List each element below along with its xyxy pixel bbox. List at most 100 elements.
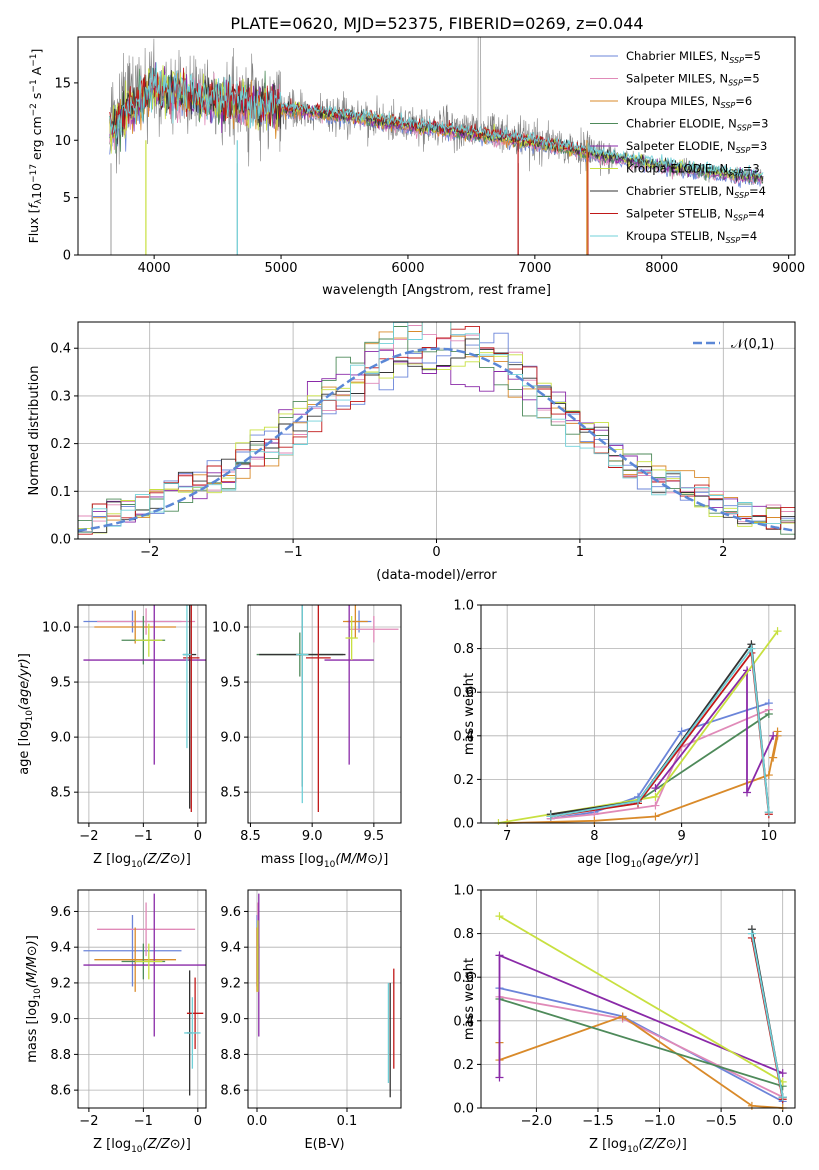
x-tick-label: 1	[576, 545, 584, 560]
weight-marker	[743, 788, 752, 797]
y-tick-label: 0.2	[50, 437, 71, 452]
x-tick-label: 4000	[138, 261, 171, 276]
x-tick-label: −2.0	[521, 1114, 553, 1129]
y-tick-label: 0.1	[50, 485, 71, 500]
x-axis-label: Z [log10(Z/Z⊙)]	[589, 1137, 687, 1155]
weight-marker	[769, 753, 778, 762]
y-tick-label: 8.8	[50, 1048, 71, 1063]
y-tick-label: 0.0	[50, 533, 71, 548]
x-tick-label: 5000	[264, 261, 297, 276]
panel-spectrum: 4000 5000 6000 7000 8000 9000 0 5 10 15 wavelength…	[26, 36, 805, 298]
y-axis-label: Normed distribution	[27, 366, 42, 496]
y-tick-label: 0.8	[453, 927, 474, 942]
y-tick-label: 0.4	[50, 342, 71, 357]
legend-label: Salpeter ELODIE, NSSP=3	[626, 139, 767, 155]
panel-weight_vs_Z: −2.0 −1.5 −1.0 −0.5 0.0 0.0 0.2 0.4 0.6 0.8 1.0 Z […	[453, 884, 796, 1155]
panel-age_vs_mass: 8.5 9.0 9.5 8.5 9.0 9.5 10.0 mass [log10(M/M⊙)]	[212, 604, 402, 870]
x-tick-label: 7	[503, 829, 511, 844]
errorbars	[256, 605, 399, 812]
axes-frame	[77, 321, 796, 540]
x-tick-label: 0	[432, 545, 440, 560]
x-tick-label: 0	[194, 829, 202, 844]
axes-frame	[247, 889, 402, 1109]
weight-marker	[677, 727, 686, 736]
figure-title: PLATE=0620, MJD=52375, FIBERID=0269, z=0…	[230, 14, 643, 33]
panel-mass_vs_EBV: 0.0 0.1 8.6 8.8 9.0 9.2 9.4 9.6 E(B-V)	[220, 889, 402, 1152]
legend-label: Kroupa ELODIE, NSSP=3	[626, 162, 760, 178]
legend-label: Chabrier MILES, NSSP=5	[626, 49, 761, 65]
weight-marker	[747, 644, 756, 653]
y-axis-label: mass weight	[462, 673, 477, 755]
y-tick-label: 1.0	[453, 599, 474, 614]
weight-marker	[773, 627, 782, 636]
x-axis-label: Z [log10(Z/Z⊙)]	[93, 852, 191, 870]
weight-marker	[747, 929, 756, 938]
x-tick-label: 8	[590, 829, 598, 844]
y-tick-label: 9.0	[220, 731, 241, 746]
y-tick-label: 0.6	[453, 971, 474, 986]
histograms	[78, 322, 795, 539]
legend-label: Kroupa STELIB, NSSP=4	[626, 229, 757, 245]
y-tick-label: 9.0	[50, 1012, 71, 1027]
weight-line-4	[498, 954, 784, 1078]
y-tick-label: 15	[54, 76, 71, 91]
x-axis-label: (data-model)/error	[376, 568, 497, 583]
y-tick-label: 0	[63, 249, 71, 264]
x-tick-label: −1	[134, 1114, 153, 1129]
panel-mass_vs_Z: −2 −1 0 8.6 8.8 9.0 9.2 9.4 9.6 Z [log10(Z/Z⊙)] ma…	[25, 889, 207, 1155]
x-tick-label: 8.5	[240, 829, 261, 844]
y-tick-label: 10.0	[212, 621, 241, 636]
panel-residuals: −2 −1 0 1 2 0.0 0.1 0.2 0.3 0.4 𝒩(0,1) (data-model)…	[27, 321, 796, 583]
y-tick-label: 0.2	[453, 773, 474, 788]
x-axis-label: E(B-V)	[304, 1137, 344, 1152]
x-tick-label: 8000	[645, 261, 678, 276]
weight-marker	[495, 951, 504, 960]
weight-marker	[651, 792, 660, 801]
weight-line-8	[751, 933, 784, 1098]
y-axis-label: age [log10(age/yr)]	[17, 653, 35, 775]
x-tick-label: −1	[284, 545, 303, 560]
y-tick-label: 0.2	[453, 1058, 474, 1073]
x-tick-label: 0.1	[337, 1114, 358, 1129]
y-tick-label: 9.4	[220, 941, 241, 956]
x-tick-label: 0	[194, 1114, 202, 1129]
histogram-8	[78, 322, 795, 539]
legend-label: Chabrier STELIB, NSSP=4	[626, 184, 766, 200]
errorbars	[256, 893, 395, 1098]
spectrum-lines	[109, 37, 764, 255]
y-tick-label: 9.4	[50, 941, 71, 956]
y-tick-label: 0.6	[453, 686, 474, 701]
y-tick-label: 9.5	[50, 676, 71, 691]
weight-line-2	[498, 1015, 783, 1109]
x-tick-label: −1.0	[644, 1114, 676, 1129]
weight-line-3	[499, 998, 783, 1088]
weight-marker	[590, 816, 599, 825]
weight-marker	[778, 1069, 787, 1078]
weight-marker	[651, 784, 660, 793]
axes-frame	[480, 604, 796, 824]
y-tick-label: 1.0	[453, 884, 474, 899]
y-tick-label: 5	[63, 191, 71, 206]
x-tick-label: 6000	[391, 261, 424, 276]
panel-weight_vs_age: 7 8 9 10 0.0 0.2 0.4 0.6 0.8 1.0 age [log10(age/yr…	[453, 599, 796, 870]
y-axis-label: mass [log10(M/M⊙)]	[25, 935, 43, 1063]
y-tick-label: 0.0	[453, 817, 474, 832]
x-tick-label: 0.0	[247, 1114, 268, 1129]
y-tick-label: 9.2	[220, 976, 241, 991]
y-tick-label: 8.5	[220, 786, 241, 801]
model-spectrum-8	[109, 62, 764, 179]
weight-marker	[651, 801, 660, 810]
x-tick-label: −2	[79, 1114, 98, 1129]
y-tick-label: 10.0	[42, 621, 71, 636]
weight-marker	[778, 1093, 787, 1102]
y-tick-label: 9.0	[220, 1012, 241, 1027]
x-tick-label: −0.5	[705, 1114, 737, 1129]
y-tick-label: 8.8	[220, 1048, 241, 1063]
weight-line-0	[550, 702, 770, 820]
weight-line-4	[654, 667, 775, 793]
weight-marker	[495, 1073, 504, 1082]
panel-age_vs_Z: −2 −1 0 8.5 9.0 9.5 10.0 Z [log10(Z/Z⊙)] age [lo…	[17, 604, 207, 870]
x-axis-label: age [log10(age/yr)]	[577, 852, 699, 870]
weight-lines	[495, 912, 787, 1110]
